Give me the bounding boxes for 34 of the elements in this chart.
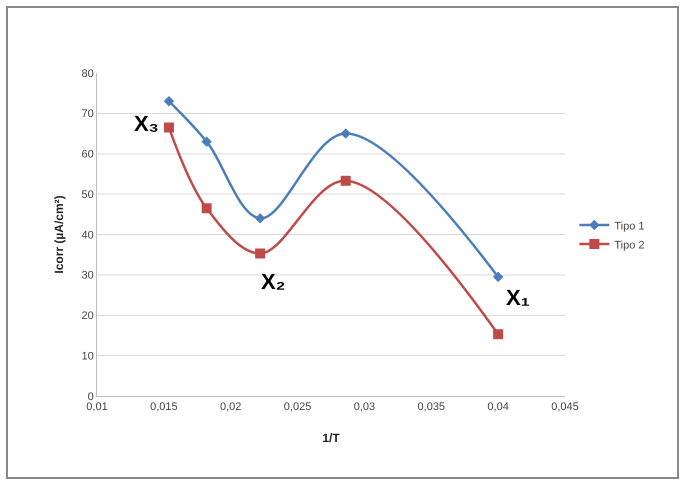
y-tick-label: 10	[82, 350, 94, 362]
y-tick-label: 50	[82, 188, 94, 201]
point	[255, 248, 266, 258]
point	[201, 136, 212, 147]
y-tick-label: 20	[82, 310, 94, 322]
x-tick-label: 0,03	[354, 401, 376, 414]
legend-label: Tipo 2	[614, 239, 645, 252]
x-tick-label: 0,02	[220, 401, 242, 414]
y-tick-label: 70	[82, 108, 94, 120]
y-axis-title: Icorr (µA/cm²)	[52, 195, 66, 274]
x-tick-label: 0,015	[150, 401, 178, 414]
point	[340, 176, 351, 186]
y-tick-label: 40	[82, 229, 94, 242]
x-tick-label: 0,01	[86, 401, 108, 414]
x-axis-title: 1/T	[322, 431, 340, 445]
point	[164, 96, 174, 106]
annotation: X₁	[506, 285, 530, 310]
annotation: X₂	[261, 269, 286, 294]
point	[202, 203, 212, 214]
y-tick-label: 60	[82, 148, 94, 161]
y-tick-label: 80	[82, 68, 94, 80]
x-tick-label: 0,04	[487, 401, 509, 414]
x-tick-label: 0,045	[551, 401, 579, 414]
point	[492, 272, 504, 282]
point	[493, 329, 504, 340]
point	[340, 128, 351, 139]
y-tick-label: 30	[82, 270, 94, 282]
legend-label: Tipo 1	[614, 220, 645, 232]
point	[164, 122, 174, 133]
x-tick-label: 0,025	[284, 401, 312, 414]
annotation: X₃	[134, 111, 159, 136]
x-tick-label: 0,035	[418, 401, 446, 414]
y-tick-label: 0	[88, 390, 94, 403]
point	[254, 213, 266, 224]
